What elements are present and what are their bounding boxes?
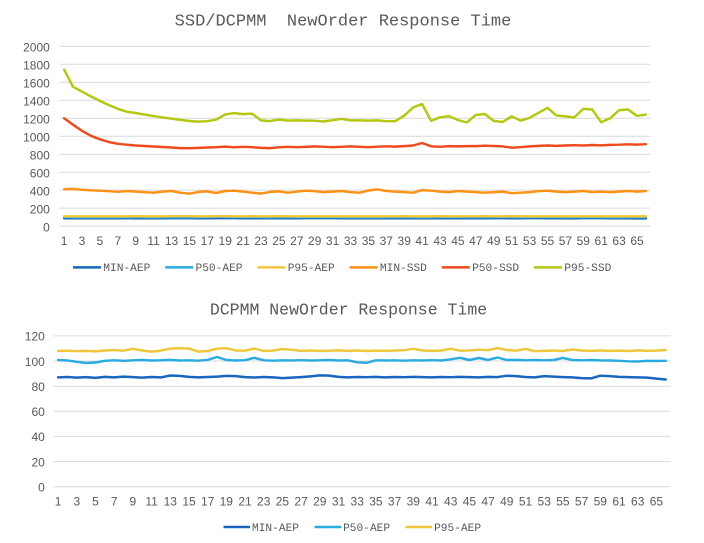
svg-text:23: 23 [254, 234, 268, 248]
svg-text:1: 1 [61, 234, 68, 248]
svg-text:47: 47 [481, 495, 495, 509]
svg-text:DCPMM NewOrder Response Time: DCPMM NewOrder Response Time [210, 301, 487, 320]
svg-text:51: 51 [519, 495, 533, 509]
svg-text:61: 61 [612, 495, 626, 509]
svg-text:1600: 1600 [23, 77, 50, 91]
svg-text:57: 57 [559, 234, 573, 248]
svg-text:19: 19 [219, 234, 233, 248]
svg-text:45: 45 [451, 234, 465, 248]
svg-text:9: 9 [132, 234, 139, 248]
svg-text:21: 21 [238, 495, 252, 509]
svg-text:0: 0 [38, 481, 45, 495]
svg-text:31: 31 [326, 234, 340, 248]
svg-text:25: 25 [272, 234, 286, 248]
svg-text:31: 31 [332, 495, 346, 509]
svg-text:51: 51 [505, 234, 519, 248]
svg-text:25: 25 [276, 495, 290, 509]
svg-text:53: 53 [523, 234, 537, 248]
svg-text:7: 7 [114, 234, 121, 248]
svg-text:55: 55 [556, 495, 570, 509]
svg-text:2000: 2000 [23, 41, 50, 55]
svg-text:P50-AEP: P50-AEP [196, 263, 243, 275]
svg-text:P50-AEP: P50-AEP [343, 523, 390, 535]
svg-text:37: 37 [388, 495, 402, 509]
svg-text:37: 37 [380, 234, 394, 248]
svg-text:7: 7 [111, 495, 118, 509]
svg-text:39: 39 [407, 495, 421, 509]
svg-text:63: 63 [631, 495, 645, 509]
svg-text:1: 1 [55, 495, 62, 509]
svg-text:63: 63 [612, 234, 626, 248]
svg-text:3: 3 [73, 495, 80, 509]
svg-text:3: 3 [79, 234, 86, 248]
svg-text:59: 59 [594, 495, 608, 509]
svg-text:1200: 1200 [23, 113, 50, 127]
svg-text:27: 27 [290, 234, 304, 248]
svg-text:20: 20 [31, 455, 45, 469]
svg-text:33: 33 [344, 234, 358, 248]
svg-text:120: 120 [25, 330, 45, 344]
svg-text:59: 59 [577, 234, 591, 248]
svg-text:100: 100 [25, 355, 45, 369]
svg-text:41: 41 [425, 495, 439, 509]
svg-text:27: 27 [294, 495, 308, 509]
svg-text:43: 43 [433, 234, 447, 248]
svg-text:200: 200 [30, 202, 50, 216]
svg-text:P95-AEP: P95-AEP [434, 523, 481, 535]
svg-text:1400: 1400 [23, 95, 50, 109]
svg-text:53: 53 [538, 495, 552, 509]
svg-text:49: 49 [500, 495, 514, 509]
svg-text:1800: 1800 [23, 59, 50, 73]
svg-text:57: 57 [575, 495, 589, 509]
svg-text:13: 13 [165, 234, 179, 248]
svg-text:5: 5 [92, 495, 99, 509]
svg-text:39: 39 [398, 234, 412, 248]
svg-text:35: 35 [362, 234, 376, 248]
svg-text:33: 33 [351, 495, 365, 509]
svg-text:19: 19 [220, 495, 234, 509]
svg-text:61: 61 [595, 234, 609, 248]
svg-text:0: 0 [43, 220, 50, 234]
svg-text:43: 43 [444, 495, 458, 509]
svg-text:MIN-SSD: MIN-SSD [380, 263, 427, 275]
svg-text:15: 15 [182, 495, 196, 509]
svg-text:P95-SSD: P95-SSD [564, 263, 611, 275]
svg-text:47: 47 [469, 234, 483, 248]
svg-text:29: 29 [313, 495, 327, 509]
svg-text:400: 400 [30, 184, 50, 198]
svg-text:SSD/DCPMM NewOrder Response T: SSD/DCPMM NewOrder Response Time [175, 13, 512, 32]
svg-text:65: 65 [630, 234, 644, 248]
svg-text:17: 17 [201, 495, 215, 509]
svg-text:P50-SSD: P50-SSD [472, 263, 519, 275]
svg-text:23: 23 [257, 495, 271, 509]
svg-text:MIN-AEP: MIN-AEP [252, 523, 299, 535]
svg-text:9: 9 [130, 495, 137, 509]
svg-text:41: 41 [415, 234, 429, 248]
svg-text:80: 80 [31, 380, 45, 394]
svg-text:600: 600 [30, 167, 50, 181]
svg-text:60: 60 [31, 405, 45, 419]
svg-text:49: 49 [487, 234, 501, 248]
svg-text:11: 11 [145, 495, 158, 509]
svg-text:800: 800 [30, 149, 50, 163]
svg-text:65: 65 [650, 495, 664, 509]
svg-text:21: 21 [236, 234, 250, 248]
svg-text:29: 29 [308, 234, 322, 248]
svg-text:17: 17 [201, 234, 215, 248]
svg-text:13: 13 [164, 495, 178, 509]
svg-text:35: 35 [369, 495, 383, 509]
svg-text:5: 5 [97, 234, 104, 248]
svg-text:15: 15 [183, 234, 197, 248]
svg-text:P95-AEP: P95-AEP [288, 263, 335, 275]
svg-text:40: 40 [31, 430, 45, 444]
svg-text:55: 55 [541, 234, 555, 248]
svg-text:1000: 1000 [23, 131, 50, 145]
svg-text:MIN-AEP: MIN-AEP [103, 263, 150, 275]
svg-text:11: 11 [147, 234, 160, 248]
svg-text:45: 45 [463, 495, 477, 509]
